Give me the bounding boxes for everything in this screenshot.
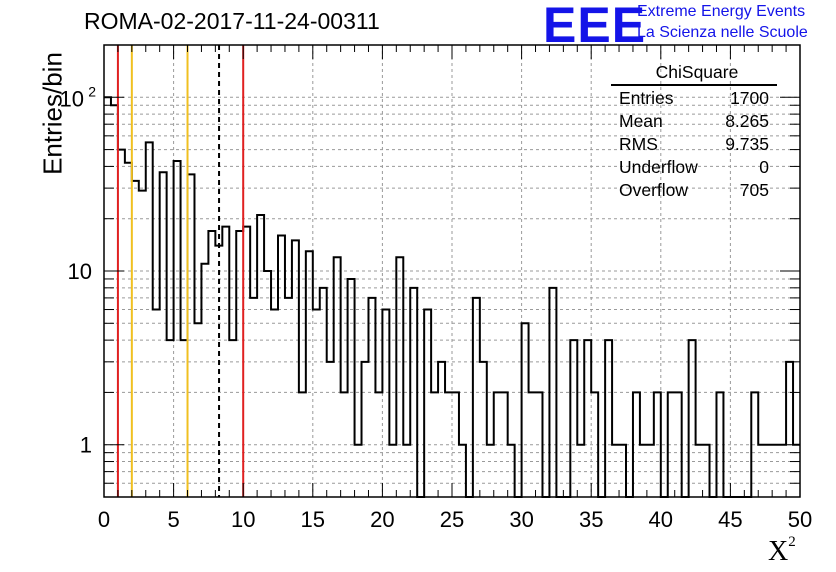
x-tick-label: 20: [370, 507, 394, 532]
x-axis-label: X2: [768, 533, 796, 568]
y-tick-label: 10: [68, 259, 92, 284]
y-tick-label: 1: [80, 433, 92, 458]
stats-value: 0: [759, 157, 769, 177]
logo-line-1: Extreme Energy Events: [637, 3, 806, 20]
y-tick-label: 10: [60, 86, 84, 111]
stats-value: 1700: [730, 88, 769, 108]
x-tick-label: 30: [509, 507, 533, 532]
stats-value: 8.265: [725, 111, 769, 131]
x-tick-label: 5: [167, 507, 179, 532]
chart-title: ROMA-02-2017-11-24-00311: [84, 8, 380, 34]
x-tick-label: 25: [440, 507, 464, 532]
x-tick-label: 45: [718, 507, 742, 532]
stats-row-mean: Mean 8.265: [611, 110, 777, 133]
y-axis-label: Entries/bin: [37, 52, 68, 175]
stats-label: RMS: [619, 134, 658, 154]
x-tick-label: 40: [649, 507, 673, 532]
y-tick-label-exp: 2: [88, 83, 96, 99]
stats-label: Mean: [619, 111, 663, 131]
stats-value: 9.735: [725, 134, 769, 154]
stats-title: ChiSquare: [655, 62, 739, 82]
eee-logo: EEE: [543, 0, 647, 53]
x-tick-label: 50: [788, 507, 812, 532]
x-axis-label-sup: 2: [788, 533, 796, 550]
stats-value: 705: [739, 180, 769, 200]
x-tick-label: 10: [231, 507, 255, 532]
x-tick-label: 35: [579, 507, 603, 532]
stats-row-underflow: Underflow 0: [611, 156, 777, 179]
x-axis-label-text: X: [768, 536, 789, 567]
ticks: [103, 44, 801, 498]
stats-row-rms: RMS 9.735: [611, 133, 777, 156]
stats-box: ChiSquare Entries 1700 Mean 8.265 RMS 9.735…: [611, 62, 777, 202]
stats-label: Underflow: [619, 157, 698, 177]
stats-label: Overflow: [619, 180, 689, 200]
x-tick-label: 15: [301, 507, 325, 532]
stats-divider: [611, 84, 777, 86]
stats-row-overflow: Overflow 705: [611, 179, 777, 202]
stats-row-entries: Entries 1700: [611, 87, 777, 110]
x-tick-label: 0: [98, 507, 110, 532]
stats-label: Entries: [619, 88, 674, 108]
logo-line-2: La Scienza nelle Scuole: [637, 24, 808, 41]
